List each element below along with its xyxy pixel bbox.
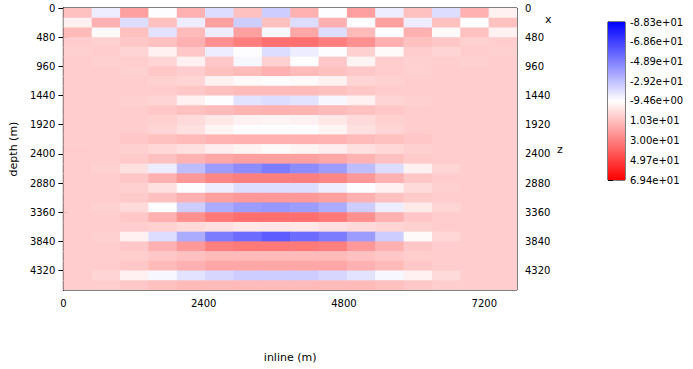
- svg-text:-4.89e+01: -4.89e+01: [630, 56, 683, 67]
- svg-text:-9.46e+00: -9.46e+00: [630, 95, 683, 106]
- svg-text:2400: 2400: [30, 148, 55, 159]
- svg-text:-6.86e+01: -6.86e+01: [630, 36, 683, 47]
- svg-text:4320: 4320: [30, 265, 55, 276]
- svg-text:480: 480: [525, 32, 544, 43]
- svg-text:depth (m): depth (m): [7, 122, 20, 177]
- svg-text:480: 480: [36, 32, 55, 43]
- svg-text:3360: 3360: [30, 207, 55, 218]
- svg-text:1920: 1920: [30, 119, 55, 130]
- svg-text:-8.83e+01: -8.83e+01: [630, 17, 683, 28]
- svg-text:6.94e+01: 6.94e+01: [630, 175, 680, 186]
- svg-text:1.03e+01: 1.03e+01: [630, 115, 680, 126]
- svg-text:3840: 3840: [30, 236, 55, 247]
- svg-text:1920: 1920: [525, 119, 550, 130]
- svg-text:2880: 2880: [30, 178, 55, 189]
- svg-text:1440: 1440: [30, 90, 55, 101]
- svg-text:0: 0: [60, 298, 66, 309]
- svg-text:2400: 2400: [191, 298, 216, 309]
- svg-text:960: 960: [525, 61, 544, 72]
- svg-text:4.97e+01: 4.97e+01: [630, 155, 680, 166]
- svg-text:1440: 1440: [525, 90, 550, 101]
- svg-text:3840: 3840: [525, 236, 550, 247]
- svg-text:0: 0: [49, 3, 55, 14]
- svg-text:960: 960: [36, 61, 55, 72]
- svg-text:4800: 4800: [331, 298, 356, 309]
- svg-text:3.00e+01: 3.00e+01: [630, 135, 680, 146]
- svg-text:2880: 2880: [525, 178, 550, 189]
- svg-text:2400: 2400: [525, 148, 550, 159]
- svg-text:x: x: [545, 13, 552, 26]
- svg-text:7200: 7200: [472, 298, 497, 309]
- svg-text:3360: 3360: [525, 207, 550, 218]
- svg-text:z: z: [557, 143, 563, 156]
- svg-text:inline (m): inline (m): [264, 351, 317, 364]
- svg-text:0: 0: [525, 3, 531, 14]
- svg-text:-2.92e+01: -2.92e+01: [630, 76, 683, 87]
- svg-text:4320: 4320: [525, 265, 550, 276]
